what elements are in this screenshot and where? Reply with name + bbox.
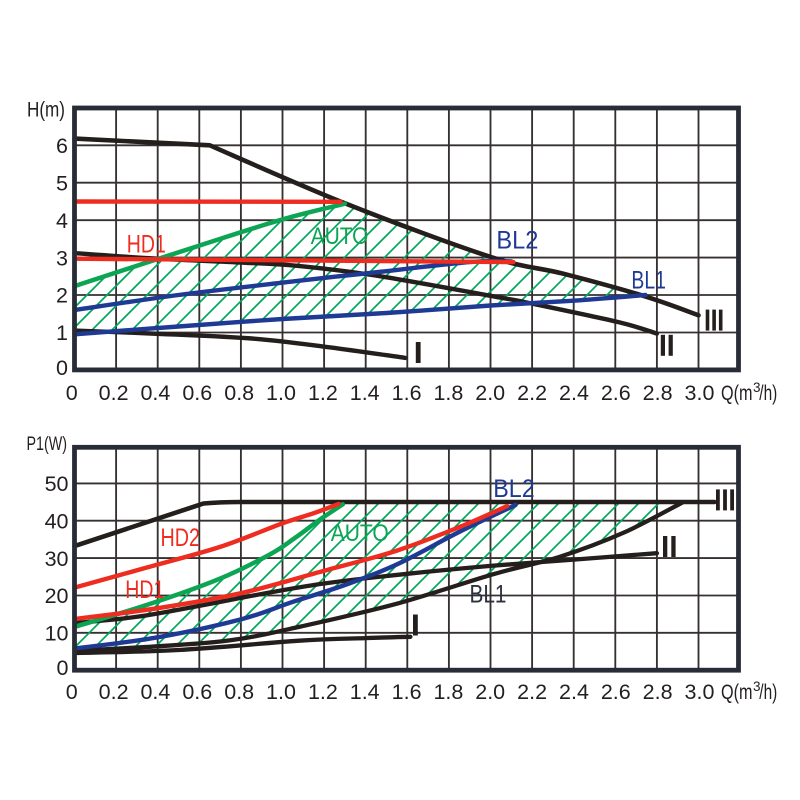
svg-text:BL2: BL2 [496,227,538,255]
svg-text:0.6: 0.6 [182,680,212,704]
svg-text:3.0: 3.0 [685,381,715,405]
svg-text:AUTO: AUTO [311,223,369,250]
svg-text:1.0: 1.0 [266,381,296,405]
svg-text:0.2: 0.2 [99,680,129,704]
svg-text:Q(m: Q(m [721,680,753,704]
svg-text:0.6: 0.6 [182,381,212,405]
svg-text:BL1: BL1 [631,266,666,294]
svg-text:/h): /h) [759,680,777,704]
svg-text:2.0: 2.0 [475,680,505,704]
svg-text:0.4: 0.4 [140,381,170,405]
svg-text:Q(m: Q(m [721,381,753,405]
svg-text:1.4: 1.4 [350,381,380,405]
svg-text:1.2: 1.2 [308,680,338,704]
svg-text:50: 50 [45,472,69,496]
svg-text:1.0: 1.0 [266,680,296,704]
svg-text:/h): /h) [759,381,777,405]
svg-text:0: 0 [66,680,78,704]
svg-text:2.8: 2.8 [643,381,673,405]
svg-text:20: 20 [45,584,69,608]
svg-text:2: 2 [56,284,68,308]
svg-text:3.0: 3.0 [685,680,715,704]
svg-text:2.6: 2.6 [601,680,631,704]
svg-text:2.6: 2.6 [601,381,631,405]
svg-text:P1(W): P1(W) [27,434,68,455]
svg-text:2.4: 2.4 [559,381,589,405]
svg-text:2.2: 2.2 [517,680,547,704]
svg-text:H(m): H(m) [27,98,65,122]
svg-text:5: 5 [56,171,68,195]
svg-text:HD1: HD1 [125,576,164,604]
svg-text:HD2: HD2 [161,524,201,552]
svg-text:2.8: 2.8 [643,680,673,704]
svg-text:10: 10 [45,622,69,646]
svg-text:0.2: 0.2 [99,381,129,405]
svg-text:6: 6 [56,134,68,158]
svg-text:2.4: 2.4 [559,680,589,704]
svg-text:BL2: BL2 [493,475,535,503]
svg-text:1.2: 1.2 [308,381,338,405]
svg-text:AUTO: AUTO [331,520,389,547]
svg-text:4: 4 [56,209,68,233]
svg-text:3: 3 [56,246,68,270]
svg-text:1.8: 1.8 [433,680,463,704]
svg-text:1.4: 1.4 [350,680,380,704]
svg-text:40: 40 [45,509,69,533]
svg-text:30: 30 [45,547,69,571]
svg-text:0: 0 [57,656,69,680]
svg-text:1.6: 1.6 [392,381,422,405]
svg-text:1.8: 1.8 [433,381,463,405]
svg-text:1: 1 [56,321,68,345]
svg-text:3: 3 [753,380,761,395]
svg-text:2.2: 2.2 [517,381,547,405]
svg-text:0: 0 [56,356,68,380]
svg-text:0: 0 [66,381,78,405]
svg-text:0.8: 0.8 [224,680,254,704]
svg-text:HD1: HD1 [127,231,166,259]
svg-text:1.6: 1.6 [392,680,422,704]
svg-text:2.0: 2.0 [475,381,505,405]
svg-text:BL1: BL1 [470,581,507,609]
svg-text:0.8: 0.8 [224,381,254,405]
svg-text:3: 3 [753,679,761,694]
svg-text:0.4: 0.4 [140,680,170,704]
